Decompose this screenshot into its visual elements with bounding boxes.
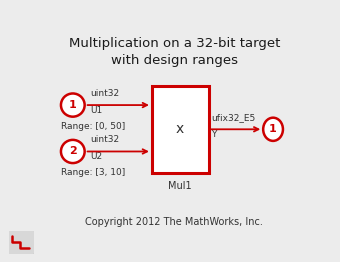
- Text: Range: [0, 50]: Range: [0, 50]: [61, 122, 125, 131]
- Text: U1: U1: [90, 106, 102, 115]
- Bar: [152, 86, 208, 173]
- Text: 1: 1: [69, 100, 77, 110]
- Ellipse shape: [263, 118, 283, 141]
- Ellipse shape: [61, 140, 85, 163]
- Ellipse shape: [61, 94, 85, 117]
- Text: ufix32_E5: ufix32_E5: [211, 113, 255, 122]
- Text: Mul1: Mul1: [168, 181, 192, 191]
- Text: Y: Y: [211, 130, 217, 139]
- FancyBboxPatch shape: [8, 230, 35, 255]
- Text: uint32: uint32: [90, 89, 119, 98]
- Text: x: x: [176, 122, 184, 136]
- Text: Multiplication on a 32-bit target
with design ranges: Multiplication on a 32-bit target with d…: [69, 37, 280, 68]
- Text: 1: 1: [269, 124, 277, 134]
- Text: U2: U2: [90, 152, 102, 161]
- Text: Range: [3, 10]: Range: [3, 10]: [61, 168, 125, 177]
- Text: uint32: uint32: [90, 135, 119, 144]
- Text: Copyright 2012 The MathWorks, Inc.: Copyright 2012 The MathWorks, Inc.: [85, 217, 263, 227]
- Text: 2: 2: [69, 146, 77, 156]
